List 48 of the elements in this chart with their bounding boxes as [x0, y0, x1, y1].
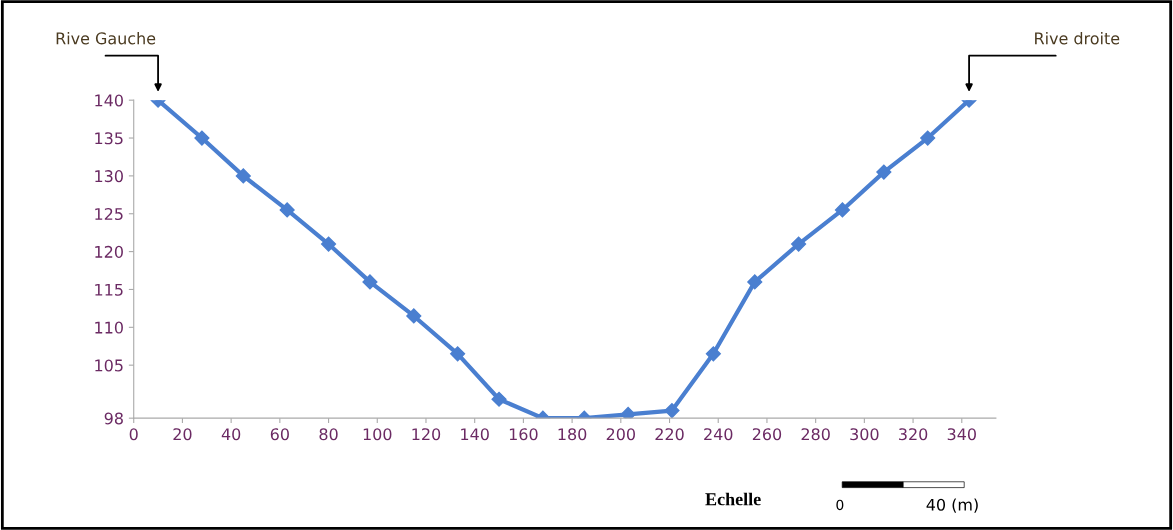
y-tick-label: 105	[95, 359, 123, 372]
text: Echelle	[705, 492, 761, 506]
x-tick-label: 0	[129, 428, 138, 441]
point	[362, 274, 378, 290]
point	[406, 308, 422, 324]
point	[791, 236, 807, 252]
x-tick-label: 180	[558, 428, 587, 441]
text: 0	[836, 499, 844, 511]
y-tick-label: 115	[95, 283, 123, 296]
x-tick-label: 340	[947, 428, 976, 441]
x-tick-label: 320	[899, 428, 928, 441]
x-tick-label: 60	[270, 428, 289, 441]
point	[664, 403, 680, 419]
y-tick-label: 130	[95, 170, 123, 183]
x-tick-label: 220	[655, 428, 684, 441]
x-tick-label: 260	[752, 428, 782, 441]
y-tick-label: 135	[95, 132, 123, 145]
point	[747, 274, 763, 290]
x-tick-label: 280	[801, 428, 830, 441]
x-tick-label: 40	[221, 428, 241, 441]
y-tick-label: 98	[104, 412, 123, 425]
point	[620, 406, 636, 419]
point	[450, 346, 466, 362]
x-tick-label: 240	[704, 428, 733, 441]
x-tick-label: 80	[319, 428, 338, 441]
x-tick-label: 300	[850, 428, 879, 441]
point	[491, 391, 507, 407]
text: Rive Gauche	[56, 32, 156, 45]
x-tick-label: 140	[461, 428, 489, 441]
y-tick-label: 140	[95, 94, 123, 107]
point	[320, 236, 337, 252]
y-tick-label: 110	[95, 321, 123, 334]
point	[194, 130, 210, 146]
point	[876, 164, 892, 180]
y-tick-label: 120	[95, 245, 123, 258]
y-tick-label: 125	[95, 207, 123, 221]
x-tick-label: 200	[606, 428, 635, 441]
point	[279, 202, 295, 218]
text: Rive droite	[1035, 32, 1120, 45]
point	[920, 130, 936, 146]
x-tick-label: 160	[509, 428, 538, 441]
x-tick-label: 100	[363, 428, 392, 441]
x-tick-label: 120	[412, 428, 441, 441]
x-tick-label: 20	[173, 428, 192, 441]
text: 40 (m)	[926, 498, 978, 513]
point	[705, 346, 721, 362]
point	[235, 168, 251, 184]
point	[834, 202, 851, 218]
